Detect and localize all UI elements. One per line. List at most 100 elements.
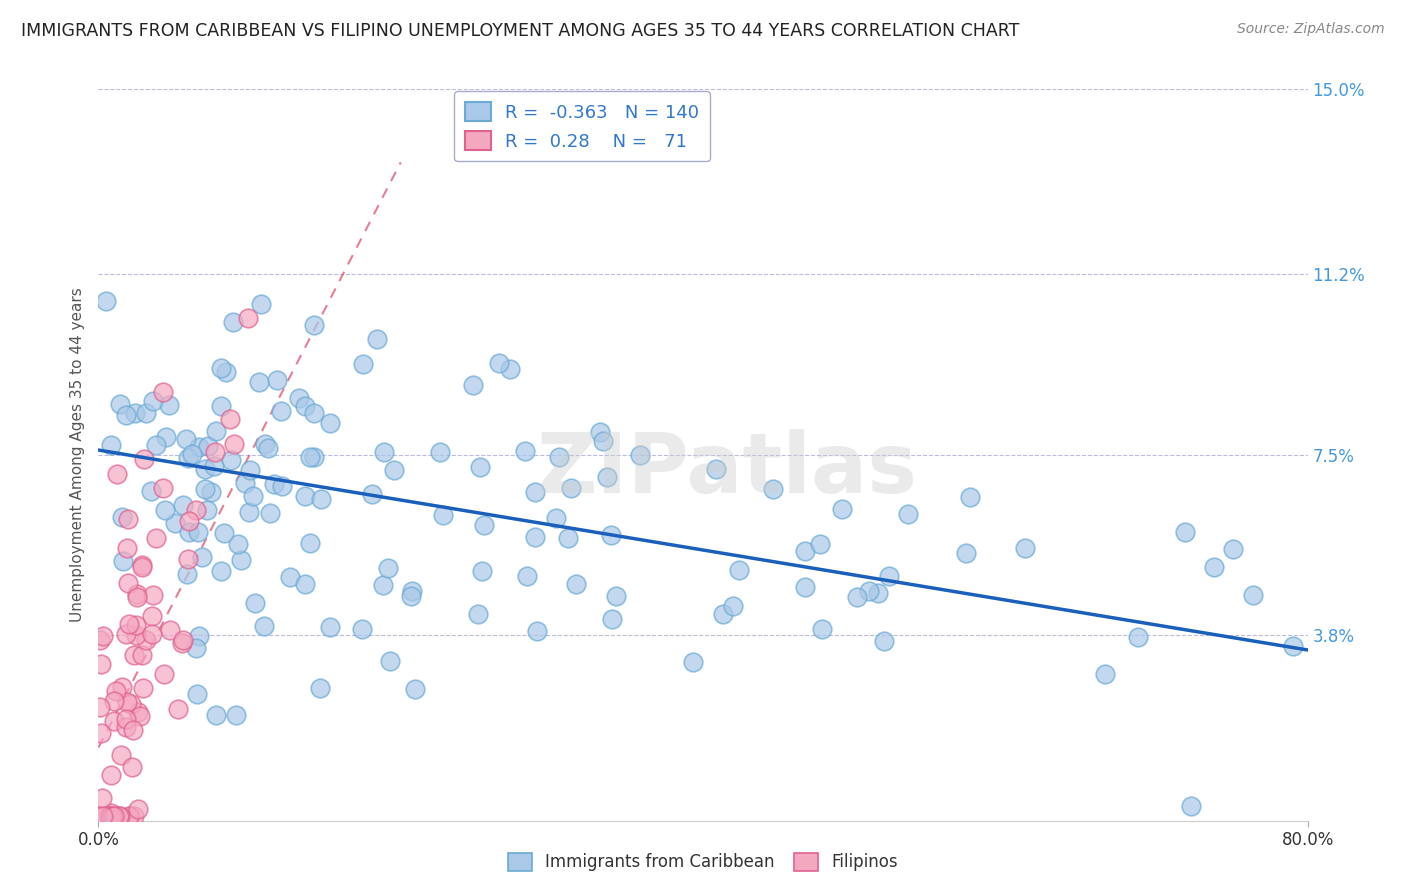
Point (107, 809, 129, 823)
Point (259, 506, 281, 520)
Point (194, 461, 217, 475)
Point (197, 439, 219, 453)
Point (565, 577, 588, 591)
Y-axis label: Unemployment Among Ages 35 to 44 years: Unemployment Among Ages 35 to 44 years (69, 287, 84, 623)
Point (808, 537, 831, 551)
Point (155, 430, 177, 444)
Point (195, 502, 218, 516)
Point (600, 528, 623, 542)
Point (401, 583, 423, 598)
Point (163, 516, 186, 530)
Point (524, 484, 547, 499)
Point (142, 393, 165, 408)
Point (302, 318, 325, 332)
Point (124, 406, 146, 420)
Point (90, 657, 112, 671)
Point (1126, 630, 1149, 644)
Point (90, 726, 112, 740)
Point (145, 437, 167, 451)
Point (236, 311, 259, 326)
Point (115, 627, 138, 641)
Text: Source: ZipAtlas.com: Source: ZipAtlas.com (1237, 22, 1385, 37)
Point (172, 632, 194, 647)
Point (250, 297, 273, 311)
Point (103, 809, 125, 823)
Point (209, 361, 232, 376)
Point (589, 425, 612, 439)
Point (467, 607, 489, 621)
Point (131, 648, 153, 662)
Point (873, 634, 896, 648)
Point (319, 416, 342, 430)
Point (242, 489, 264, 503)
Point (141, 608, 163, 623)
Point (302, 406, 325, 420)
Point (122, 648, 145, 663)
Point (111, 510, 134, 524)
Point (204, 424, 226, 438)
Point (118, 809, 141, 823)
Point (111, 554, 134, 568)
Point (131, 558, 153, 572)
Point (121, 723, 143, 738)
Point (378, 654, 401, 668)
Point (302, 450, 325, 464)
Legend: Immigrants from Caribbean, Filipinos: Immigrants from Caribbean, Filipinos (502, 847, 904, 878)
Point (131, 681, 153, 695)
Point (309, 492, 332, 507)
Point (89, 699, 111, 714)
Point (271, 478, 294, 492)
Point (117, 575, 139, 590)
Point (1174, 524, 1197, 539)
Point (361, 486, 384, 500)
Point (897, 507, 920, 521)
Point (1222, 541, 1244, 556)
Point (120, 697, 142, 711)
Point (270, 404, 292, 418)
Point (98, 809, 121, 823)
Point (278, 570, 301, 584)
Point (202, 459, 225, 474)
Point (1202, 560, 1225, 574)
Point (179, 524, 201, 539)
Point (600, 612, 623, 626)
Point (141, 627, 163, 641)
Point (157, 398, 180, 412)
Point (628, 449, 651, 463)
Point (194, 482, 217, 496)
Point (89, 633, 111, 648)
Point (319, 620, 342, 634)
Point (135, 406, 157, 420)
Point (226, 537, 249, 551)
Point (174, 433, 197, 447)
Point (152, 385, 174, 400)
Point (596, 469, 619, 483)
Point (159, 623, 181, 637)
Point (219, 412, 242, 426)
Point (184, 503, 207, 517)
Point (224, 437, 246, 451)
Point (468, 460, 491, 475)
Point (222, 315, 245, 329)
Point (96, 293, 118, 308)
Point (294, 399, 316, 413)
Point (212, 526, 235, 541)
Point (125, 628, 148, 642)
Point (794, 580, 817, 594)
Text: ZIPatlas: ZIPatlas (537, 429, 918, 510)
Point (294, 577, 316, 591)
Point (877, 569, 900, 583)
Point (233, 476, 256, 491)
Point (103, 714, 125, 729)
Point (176, 567, 198, 582)
Point (186, 640, 208, 655)
Point (153, 502, 176, 516)
Point (831, 502, 853, 516)
Point (352, 622, 374, 636)
Point (399, 589, 422, 603)
Point (131, 560, 153, 574)
Point (257, 442, 280, 456)
Point (127, 591, 149, 605)
Point (115, 408, 138, 422)
Point (191, 549, 214, 564)
